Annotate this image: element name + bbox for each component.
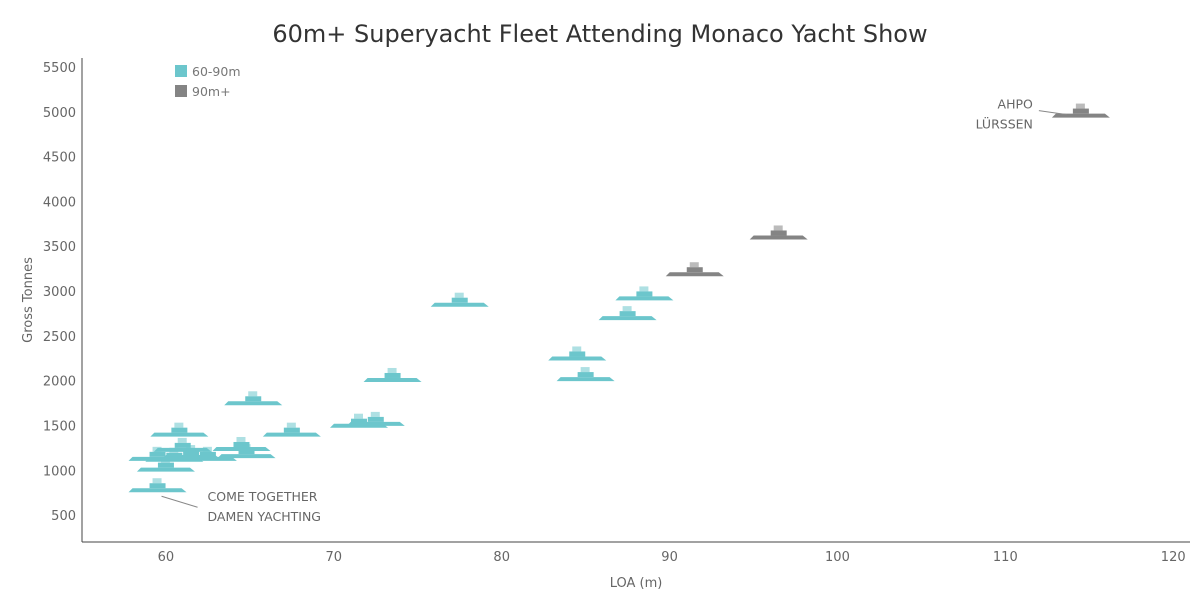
y-tick-label: 5000 bbox=[43, 106, 76, 121]
y-tick-label: 1500 bbox=[43, 419, 76, 434]
yacht-marker bbox=[128, 478, 187, 493]
y-tick-label: 3000 bbox=[43, 285, 76, 300]
y-tick-label: 2500 bbox=[43, 330, 76, 345]
annotation-label: LÜRSSEN bbox=[976, 116, 1033, 132]
yacht-marker bbox=[615, 286, 674, 301]
yacht-marker bbox=[150, 422, 209, 437]
y-tick-label: 500 bbox=[51, 509, 76, 524]
y-tick-label: 4000 bbox=[43, 195, 76, 210]
y-axis-label: Gross Tonnes bbox=[21, 257, 36, 343]
legend: 60-90m 90m+ bbox=[175, 64, 241, 99]
x-axis-label: LOA (m) bbox=[610, 576, 663, 591]
y-tick-label: 4500 bbox=[43, 151, 76, 166]
annotation-leader bbox=[1038, 110, 1067, 116]
yacht-marker bbox=[548, 346, 607, 361]
yacht-marker bbox=[430, 292, 489, 307]
yacht-marker bbox=[1051, 103, 1110, 118]
annotation-label: COME TOGETHER bbox=[208, 489, 318, 504]
yacht-marker bbox=[262, 422, 321, 437]
yacht-marker bbox=[224, 391, 283, 406]
annotation-label: AHPO bbox=[998, 97, 1033, 112]
chart-title: 60m+ Superyacht Fleet Attending Monaco Y… bbox=[272, 20, 927, 48]
data-marks bbox=[128, 103, 1110, 493]
x-tick-labels: 60 70 80 90 100 110 120 bbox=[158, 550, 1186, 565]
x-tick-label: 90 bbox=[661, 550, 678, 565]
legend-swatch-90m-plus bbox=[175, 85, 187, 97]
x-tick-label: 100 bbox=[825, 550, 850, 565]
y-tick-label: 3500 bbox=[43, 240, 76, 255]
annotations: COME TOGETHER DAMEN YACHTING AHPO LÜRSSEN bbox=[161, 97, 1067, 524]
x-tick-label: 60 bbox=[158, 550, 175, 565]
y-tick-label: 5500 bbox=[43, 61, 76, 76]
legend-label-60-90m: 60-90m bbox=[192, 64, 241, 79]
annotation-leader bbox=[161, 495, 198, 508]
x-tick-label: 80 bbox=[493, 550, 510, 565]
y-tick-label: 2000 bbox=[43, 375, 76, 390]
yacht-marker bbox=[556, 367, 615, 382]
y-tick-labels: 500 1000 1500 2000 2500 3000 3500 4000 4500 5000 5… bbox=[43, 61, 76, 524]
legend-label-90m-plus: 90m+ bbox=[192, 84, 231, 99]
yacht-marker bbox=[363, 367, 422, 382]
yacht-marker bbox=[665, 262, 724, 277]
legend-swatch-60-90m bbox=[175, 65, 187, 77]
y-tick-label: 1000 bbox=[43, 464, 76, 479]
yacht-marker bbox=[217, 444, 276, 459]
yacht-marker bbox=[598, 306, 657, 321]
x-tick-label: 70 bbox=[326, 550, 343, 565]
yacht-marker bbox=[212, 436, 271, 451]
x-tick-label: 110 bbox=[993, 550, 1018, 565]
yacht-marker bbox=[346, 411, 405, 426]
yacht-marker bbox=[749, 225, 808, 240]
annotation-label: DAMEN YACHTING bbox=[208, 509, 321, 524]
x-tick-label: 120 bbox=[1161, 550, 1186, 565]
